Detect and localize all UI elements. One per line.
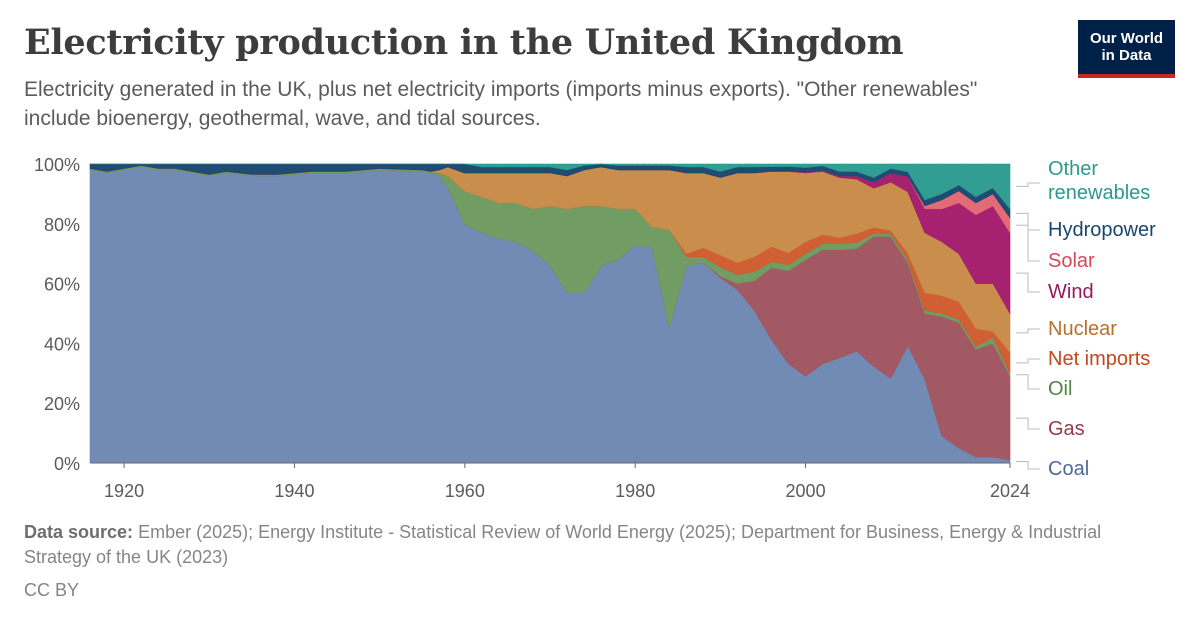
x-tick-label: 2024	[990, 481, 1030, 501]
data-source-text: Ember (2025); Energy Institute - Statist…	[24, 522, 1102, 567]
legend-label[interactable]: Wind	[1048, 281, 1094, 303]
x-tick-label: 1980	[615, 481, 655, 501]
license-link[interactable]: CC BY	[24, 580, 80, 600]
legend-connector	[1016, 374, 1040, 390]
legend-connector	[1016, 182, 1040, 187]
y-tick-label: 0%	[54, 454, 80, 474]
legend-connector	[1016, 212, 1040, 231]
legend-label[interactable]: Gas	[1048, 418, 1085, 440]
axes: 0% 20% 40% 60% 80% 100% 1920 1940 1960 1980 2000 20…	[34, 155, 1030, 501]
area-other-renewables[interactable]	[90, 163, 1011, 210]
y-tick-label: 100%	[34, 155, 80, 175]
legend-connector	[1016, 328, 1040, 334]
legend-label[interactable]: Hydropower	[1048, 219, 1156, 241]
data-source-label: Data source:	[24, 522, 134, 542]
legend-label[interactable]: Solar	[1048, 250, 1095, 272]
legend-label[interactable]: Other	[1048, 158, 1098, 180]
legend-connector	[1016, 461, 1040, 470]
x-tick-label: 1940	[274, 481, 314, 501]
legend-label[interactable]: renewables	[1048, 182, 1150, 204]
legend-connector	[1016, 358, 1040, 364]
chart-subtitle: Electricity generated in the UK, plus ne…	[24, 78, 978, 130]
legend-connector	[1016, 224, 1040, 262]
y-tick-label: 20%	[44, 394, 80, 414]
x-tick-label: 1960	[445, 481, 485, 501]
legend-label[interactable]: Net imports	[1048, 348, 1150, 370]
y-tick-label: 40%	[44, 334, 80, 354]
legend-label[interactable]: Coal	[1048, 458, 1089, 480]
y-tick-label: 80%	[44, 215, 80, 235]
x-tick-label: 2000	[786, 481, 826, 501]
data-source: Data source: Ember (2025); Energy Instit…	[24, 520, 1164, 570]
chart-title: Electricity production in the United Kin…	[24, 22, 904, 63]
legend-connector	[1016, 417, 1040, 430]
logo-line-2: in Data	[1101, 47, 1152, 64]
x-tick-label: 1920	[104, 481, 144, 501]
legend-label[interactable]: Nuclear	[1048, 318, 1117, 340]
logo-line-1: Our World	[1089, 30, 1164, 47]
area-series	[89, 163, 1011, 464]
y-tick-label: 60%	[44, 275, 80, 295]
legend-connector	[1016, 272, 1040, 293]
owid-logo[interactable]: Our World in Data	[1078, 20, 1175, 78]
legend-label[interactable]: Oil	[1048, 378, 1072, 400]
